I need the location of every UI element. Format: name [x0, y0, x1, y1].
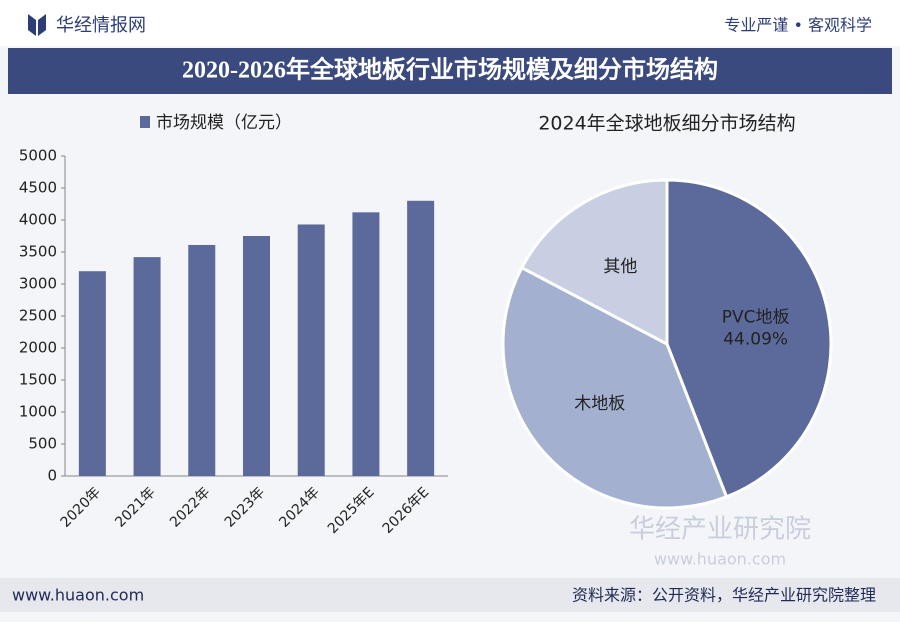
- bar: [243, 236, 270, 476]
- watermark-url: www.huaon.com: [654, 550, 786, 569]
- bar: [188, 244, 216, 476]
- y-tick-label: 500: [28, 435, 57, 453]
- pie-slice: [501, 265, 729, 510]
- y-tick-label: 2000: [19, 339, 57, 357]
- legend-swatch: [140, 116, 150, 128]
- logo-icon: [28, 14, 46, 36]
- y-tick-label: 3500: [19, 243, 57, 261]
- footer-source: 资料来源：公开资料，华经产业研究院整理: [572, 586, 876, 605]
- banner-title: 2020-2026年全球地板行业市场规模及细分市场结构: [182, 56, 718, 84]
- slice-label: 木地板: [574, 394, 625, 414]
- pie-slice: [665, 178, 833, 499]
- y-tick-label: 5000: [19, 147, 57, 165]
- bar: [78, 271, 106, 476]
- footer-url: www.huaon.com: [12, 586, 144, 605]
- pie-title: 2024年全球地板细分市场结构: [538, 113, 795, 135]
- slice-label: 其他: [603, 257, 637, 277]
- y-tick-label: 2500: [19, 307, 57, 325]
- y-tick-label: 1000: [19, 403, 57, 421]
- charts: 0 500 1000 1500 2000 2500 3000 3500 4000 4500 5000…: [19, 113, 833, 537]
- bar: [133, 257, 161, 476]
- header-bar: [0, 0, 900, 46]
- y-tick-label: 0: [47, 467, 57, 485]
- bar: [407, 200, 435, 477]
- watermark-name: 华经产业研究院: [629, 515, 811, 545]
- pie-slice: [519, 178, 669, 347]
- y-tick-label: 1500: [19, 371, 57, 389]
- footer-bar: [0, 578, 900, 612]
- slice-label: PVC地板: [722, 307, 790, 327]
- y-tick-label: 4500: [19, 179, 57, 197]
- legend-label: 市场规模（亿元）: [156, 113, 292, 133]
- title-banner: [8, 48, 892, 94]
- bar: [352, 212, 380, 476]
- y-tick-label: 3000: [19, 275, 57, 293]
- y-tick-label: 4000: [19, 211, 57, 229]
- slice-value-label: 44.09%: [723, 329, 788, 349]
- bar: [297, 224, 325, 476]
- logo-text: 华经情报网: [56, 15, 146, 36]
- slogan: 专业严谨 • 客观科学: [724, 16, 872, 35]
